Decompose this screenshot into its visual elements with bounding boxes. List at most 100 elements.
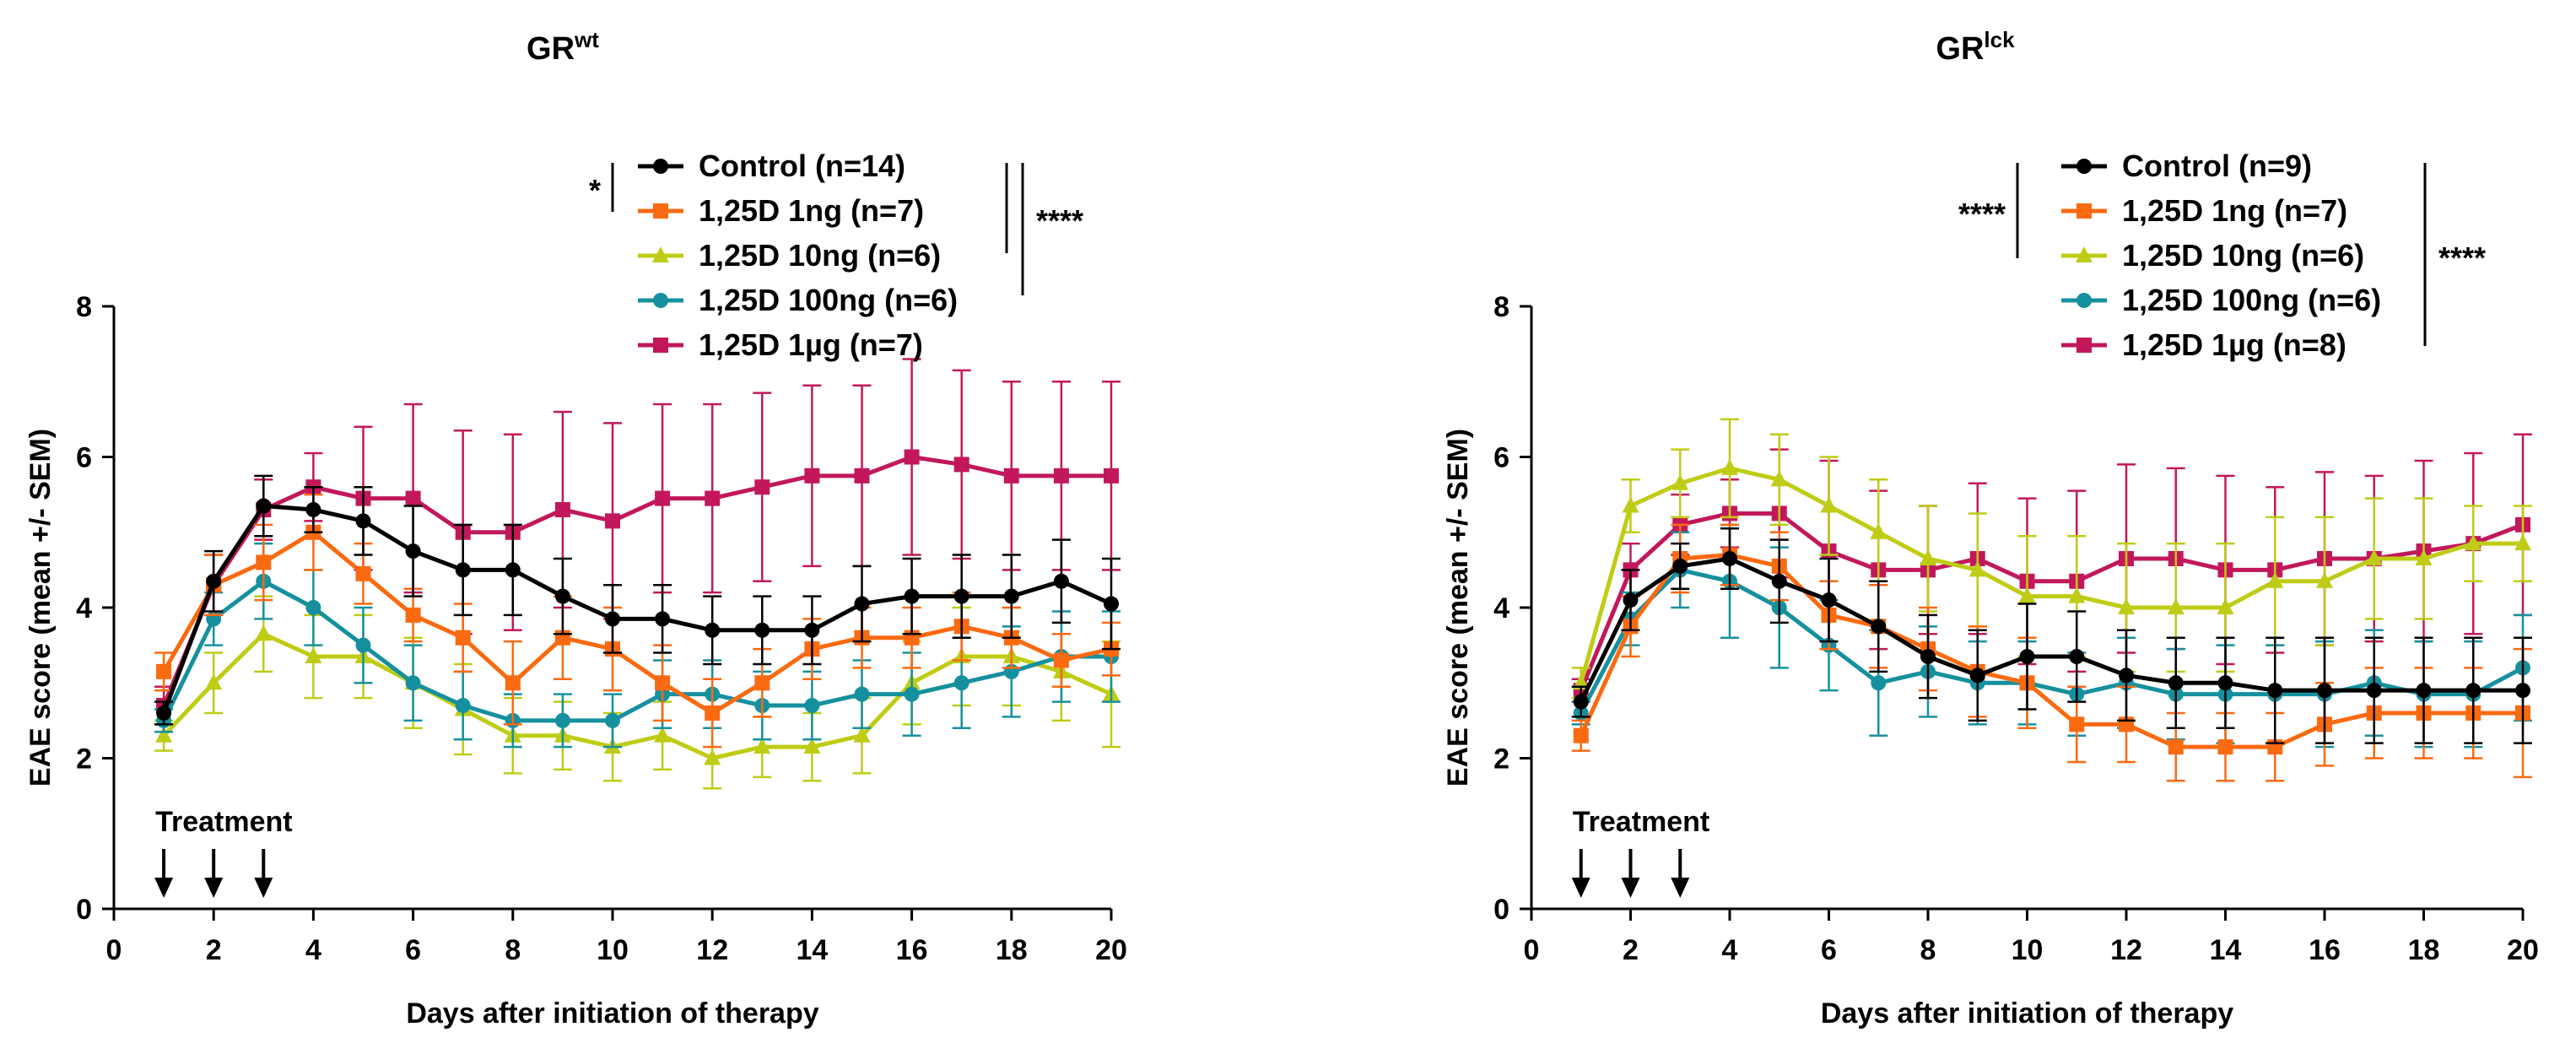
y-tick-label: 2 [76, 743, 92, 776]
y-tick-label: 6 [1493, 442, 1509, 474]
series-d10ng [154, 595, 1121, 790]
data-point [2076, 159, 2092, 174]
data-point [355, 637, 371, 653]
data-point [1870, 522, 1887, 539]
data-point [1622, 496, 1639, 513]
data-point [1722, 550, 1737, 566]
series-line [1579, 466, 2523, 684]
legend-label: 1,25D 10ng (n=6) [2122, 238, 2364, 273]
legend-item-d1ug: 1,25D 1µg (n=8) [2061, 327, 2346, 362]
x-tick-label: 8 [505, 934, 521, 966]
data-point [2217, 675, 2233, 691]
x-tick-label: 16 [2309, 934, 2341, 966]
data-point [904, 449, 920, 465]
series-line [161, 455, 1111, 706]
x-tick-label: 20 [1095, 934, 1127, 966]
data-point [854, 468, 870, 484]
data-point [2366, 683, 2382, 699]
x-tick-label: 0 [106, 934, 122, 966]
series-line [161, 579, 1111, 723]
data-point [653, 203, 668, 219]
x-tick-label: 0 [1524, 934, 1540, 966]
x-tick-label: 10 [597, 934, 629, 966]
data-point [455, 630, 471, 646]
legend-label: 1,25D 100ng (n=6) [2122, 283, 2381, 317]
chart-panel-2: GRlck 0 2 4 6 8 10 12 14 16 18 20 0 2 4 6 8 Days after in… [1442, 27, 2539, 1030]
data-point [2317, 683, 2332, 699]
legend-label: 1,25D 1ng (n=7) [2122, 193, 2347, 228]
data-point [705, 622, 721, 638]
significance-label: **** [2438, 241, 2486, 275]
treatment-arrow-head [204, 878, 224, 898]
data-point [655, 611, 671, 627]
data-point [704, 749, 721, 765]
data-point [256, 498, 272, 514]
data-point [2217, 598, 2234, 614]
legend-label: 1,25D 1µg (n=7) [699, 327, 923, 362]
data-point [605, 712, 620, 728]
x-tick-label: 20 [2507, 934, 2539, 966]
data-point [2168, 739, 2184, 755]
data-point [1770, 470, 1788, 487]
series-line [1579, 556, 2523, 703]
x-tick-label: 6 [1821, 934, 1837, 966]
data-point [953, 675, 969, 691]
data-point [1672, 558, 1688, 574]
treatment-arrow-head [1621, 878, 1640, 898]
data-point [2415, 549, 2433, 565]
data-point [655, 490, 671, 506]
data-point [1003, 588, 1019, 604]
data-point [2076, 246, 2093, 262]
chart-title-main: GR [1936, 31, 1984, 67]
data-point [2019, 649, 2035, 665]
x-tick-label: 2 [206, 934, 222, 966]
x-axis-label: Days after initiation of therapy [1821, 997, 2233, 1030]
y-axis-label: EAE score (mean +/- SEM) [24, 429, 57, 786]
data-point [1573, 727, 1589, 743]
x-axis-label: Days after initiation of therapy [406, 997, 818, 1030]
data-point [953, 588, 969, 604]
data-point [2076, 293, 2092, 308]
data-point [1003, 468, 1019, 484]
data-point [554, 712, 570, 728]
data-point [605, 513, 620, 529]
data-point [605, 611, 620, 627]
x-tick-label: 16 [896, 934, 928, 966]
data-point [305, 501, 321, 517]
data-point [2267, 683, 2283, 699]
legend-item-d1ng: 1,25D 1ng (n=7) [638, 193, 924, 228]
chart-title: GRlck [1936, 27, 2015, 67]
chart-title-superscript: lck [1984, 27, 2015, 52]
data-point [2068, 586, 2086, 603]
significance-label: **** [1036, 203, 1083, 238]
x-tick-label: 6 [405, 934, 421, 966]
x-tick-label: 2 [1623, 934, 1639, 966]
data-point [653, 338, 668, 353]
y-tick-label: 8 [1493, 291, 1509, 323]
series-control [154, 474, 1121, 726]
x-tick-label: 12 [696, 934, 728, 966]
data-point [405, 607, 421, 623]
significance-bracket: **** [2423, 163, 2486, 346]
data-point [655, 675, 671, 691]
data-point [804, 698, 820, 714]
data-point [405, 675, 421, 691]
y-axis-label: EAE score (mean +/- SEM) [1442, 429, 1474, 786]
data-point [754, 622, 770, 638]
x-tick-label: 18 [996, 934, 1028, 966]
data-point [155, 726, 173, 743]
data-point [156, 705, 172, 721]
data-point [205, 673, 223, 690]
series-d10ng [1571, 418, 2532, 700]
x-tick-label: 8 [1920, 934, 1936, 966]
data-point [2069, 716, 2085, 732]
series-d1ng [1571, 523, 2532, 782]
legend-item-control: Control (n=14) [638, 149, 905, 183]
data-point [355, 513, 371, 529]
data-point [653, 293, 668, 308]
series-line [161, 530, 1112, 716]
chart-title-main: GR [527, 31, 575, 67]
data-point [804, 622, 820, 638]
